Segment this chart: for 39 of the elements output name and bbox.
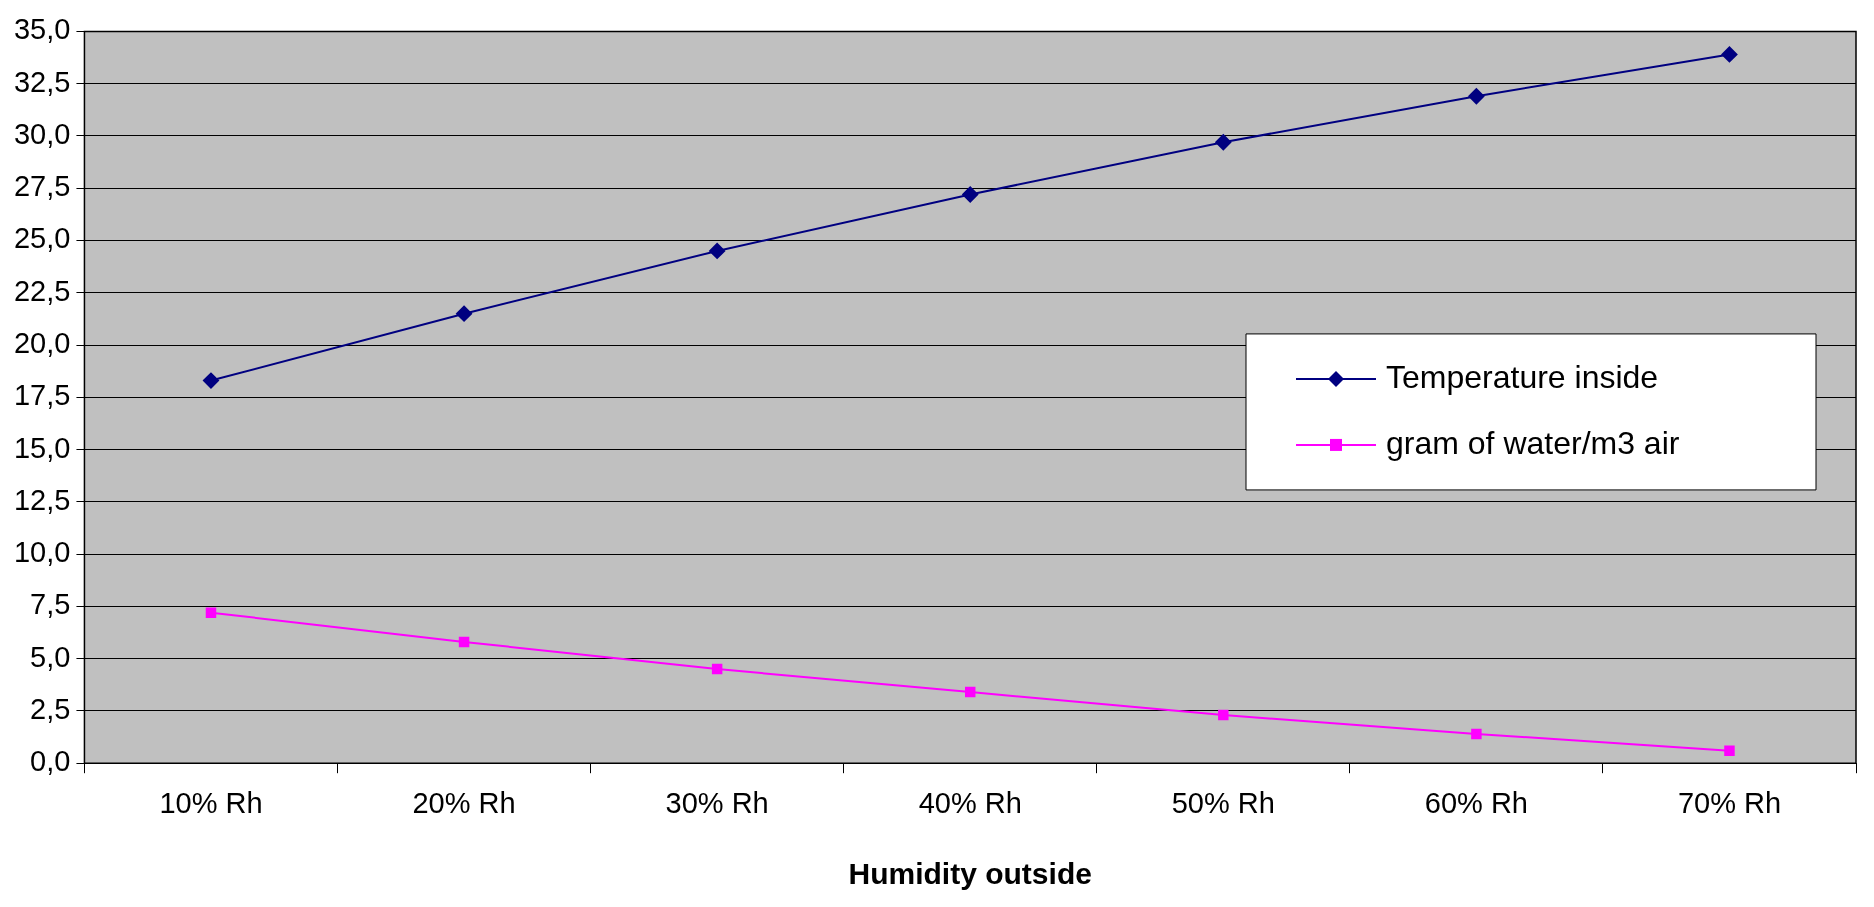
legend-label: gram of water/m3 air [1386,424,1680,461]
y-tick-label: 17,5 [13,379,71,412]
y-tick-label: 25,0 [13,222,71,255]
x-tick-label: 50% Rh [1171,786,1275,819]
point [1218,709,1229,721]
y-tick-label: 0,0 [30,745,71,778]
point [205,607,217,618]
point [964,686,976,698]
point [711,663,723,675]
legend-label: Temperature inside [1386,358,1659,395]
point [458,636,470,648]
y-tick-label: 12,5 [13,483,71,516]
x-tick-label: 60% Rh [1424,786,1528,819]
point [962,186,979,203]
y-tick-label: 2,5 [30,692,71,725]
point [1471,728,1482,740]
y-tick-label: 35,0 [13,13,71,46]
y-tick-label: 7,5 [30,588,71,621]
y-tick-label: 15,0 [13,431,71,464]
point [1215,134,1232,151]
x-tick-label: 70% Rh [1677,786,1782,819]
x-axis-title: Humidity outside [848,857,1092,891]
point [1721,46,1738,63]
point [1468,88,1485,105]
x-tick-label: 10% Rh [159,786,263,819]
y-tick-label: 5,0 [30,640,71,673]
point [202,372,219,389]
y-tick-label: 27,5 [13,170,71,203]
x-tick-label: 40% Rh [918,786,1022,819]
y-tick-label: 22,5 [13,274,71,307]
point [456,305,473,322]
point [709,242,726,259]
x-tick-label: 30% Rh [665,786,769,819]
x-tick-label: 20% Rh [412,786,516,819]
y-tick-label: 10,0 [13,536,71,569]
y-tick-label: 32,5 [13,65,71,98]
point [1724,745,1735,756]
y-tick-label: 20,0 [13,327,71,360]
y-tick-label: 30,0 [13,117,71,150]
